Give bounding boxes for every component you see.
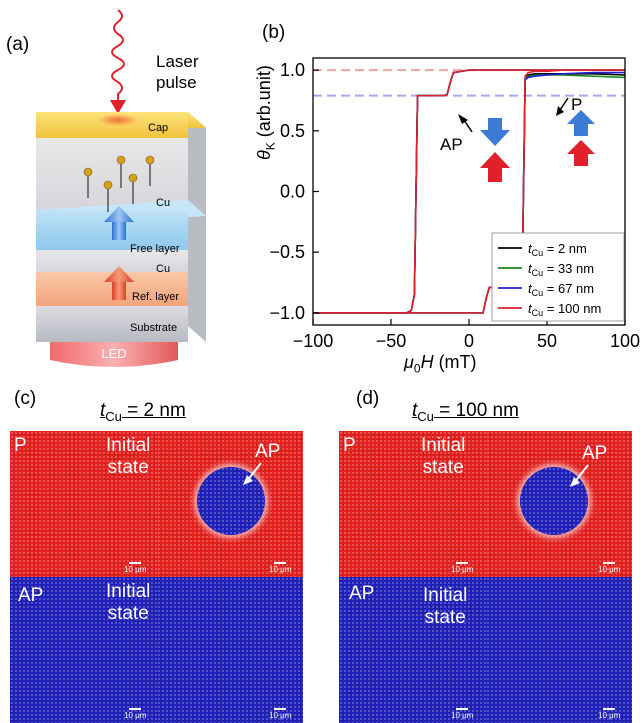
- y-tick-label: 1.0: [280, 60, 305, 80]
- state-label-ap: AP: [255, 441, 281, 462]
- x-tick-label: −50: [376, 331, 407, 351]
- kerr-image-d-p-switched: AP 10 μm: [486, 431, 632, 577]
- chart-legend: tCu = 2 nm tCu = 33 nm tCu = 67 nm tCu = 10…: [491, 232, 625, 322]
- kerr-image-c-p-initial: P Initial state 10 μm: [10, 431, 157, 577]
- initial-state-label: Initial state: [421, 435, 466, 478]
- p-state-arrows-icon: [567, 110, 595, 166]
- y-tick-label: −0.5: [269, 242, 305, 262]
- device-schematic: Cap Cu Free layer Cu Ref. layer Substrat…: [36, 9, 206, 367]
- kerr-hysteresis-chart: −100 −50 0 50 100 −1.0 −0.5 0.0 0.5 1.0 AP P tCu …: [269, 57, 640, 351]
- panel-label-d: (d): [356, 388, 380, 409]
- layer-label-cu-2: Cu: [156, 263, 170, 275]
- annotation-ap: AP: [440, 135, 463, 154]
- y-tick-label: 0.5: [280, 121, 305, 141]
- legend-label-0: tCu = 2 nm: [528, 241, 587, 258]
- x-tick-label: 100: [610, 331, 640, 351]
- layer-label-substrate: Substrate: [130, 322, 177, 334]
- series-line-3-down: [313, 69, 625, 314]
- scalebar: 10 μm: [124, 562, 146, 574]
- state-label-ap: AP: [18, 585, 44, 606]
- laser-label-1: Laser: [156, 52, 199, 71]
- layer-label-ref: Ref. layer: [132, 291, 179, 303]
- layer-label-cu-1: Cu: [156, 197, 170, 209]
- kerr-image-c-ap-initial: AP Initial state 10 μm: [10, 577, 157, 723]
- kerr-image-d-p-initial: P Initial state 10 μm: [339, 431, 486, 577]
- scalebar: 10 μm: [269, 562, 291, 574]
- ap-state-arrows-icon: [480, 118, 510, 182]
- kerr-image-c-p-switched: AP 10 μm: [157, 431, 303, 577]
- laser-label-2: pulse: [156, 73, 197, 92]
- scalebar: 10 μm: [451, 708, 473, 720]
- switched-domain: [197, 467, 265, 535]
- free-layer-arrow-icon: [104, 206, 134, 240]
- state-label-ap: AP: [349, 583, 375, 604]
- x-tick-label: 50: [537, 331, 557, 351]
- layer-label-free: Free layer: [130, 243, 180, 255]
- state-label-ap: AP: [582, 443, 608, 464]
- state-label-p: P: [343, 435, 356, 456]
- scalebar: 10 μm: [598, 562, 620, 574]
- image-c-title: tCu = 2 nm: [100, 400, 186, 424]
- scalebar: 10 μm: [598, 708, 620, 720]
- annotation-ap-pointer: [463, 119, 473, 133]
- legend-label-2: tCu = 67 nm: [528, 281, 594, 298]
- panel-label-b: (b): [262, 22, 286, 43]
- x-tick-label: −100: [293, 331, 334, 351]
- scalebar: 10 μm: [124, 708, 146, 720]
- laser-pulse-icon: [111, 9, 125, 104]
- layer-label-cap: Cap: [148, 122, 168, 134]
- annotation-p: P: [571, 95, 582, 114]
- state-label-p: P: [14, 435, 27, 456]
- legend-label-1: tCu = 33 nm: [528, 261, 594, 278]
- panel-label-a: (a): [6, 34, 30, 55]
- kerr-image-c-ap-after: 10 μm: [157, 577, 303, 723]
- y-axis-label: θK (arb.unit): [254, 65, 278, 160]
- electron-icons: [83, 155, 155, 190]
- panel-label-c: (c): [14, 388, 37, 409]
- led-label: LED: [101, 346, 126, 361]
- kerr-image-d-ap-initial: AP Initial state 10 μm: [339, 577, 486, 723]
- initial-state-label: Initial state: [106, 581, 151, 624]
- kerr-image-d-ap-after: 10 μm: [486, 577, 632, 723]
- annotation-p-pointer: [559, 97, 569, 111]
- x-tick-label: 0: [464, 331, 474, 351]
- initial-state-label: Initial state: [423, 585, 468, 628]
- scalebar: 10 μm: [451, 562, 473, 574]
- legend-label-3: tCu = 100 nm: [528, 301, 601, 318]
- y-tick-label: 0.0: [280, 182, 305, 202]
- x-axis-label: μ0H (mT): [404, 352, 477, 376]
- ref-layer-arrow-icon: [104, 266, 134, 300]
- y-tick-label: −1.0: [269, 303, 305, 323]
- scalebar: 10 μm: [269, 708, 291, 720]
- initial-state-label: Initial state: [106, 435, 151, 478]
- image-d-title: tCu = 100 nm: [412, 400, 519, 424]
